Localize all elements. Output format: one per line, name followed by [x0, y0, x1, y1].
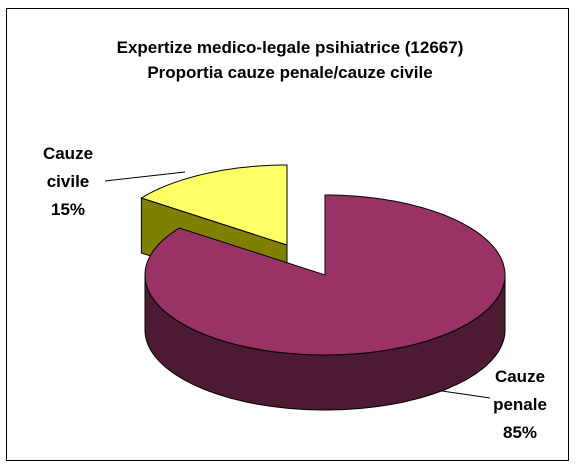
- chart-title: Expertize medico-legale psihiatrice (126…: [117, 38, 464, 57]
- value-label: 85%: [502, 423, 538, 442]
- leader-line: [104, 171, 186, 182]
- leader-line: [441, 390, 491, 399]
- slice-label: Cauze civile 15%: [28, 140, 108, 224]
- chart-subtitle: Proportia cauze penale/cauze civile: [147, 63, 432, 82]
- category-label: Cauze civile: [42, 144, 94, 191]
- chart-frame: [6, 8, 569, 461]
- slice-top: [140, 164, 288, 246]
- value-label: 15%: [50, 200, 86, 219]
- slice-top: [144, 194, 506, 356]
- pie: [140, 164, 506, 411]
- slice-label: Cauze penale 85%: [480, 363, 560, 447]
- category-label: Cauze penale: [493, 367, 547, 414]
